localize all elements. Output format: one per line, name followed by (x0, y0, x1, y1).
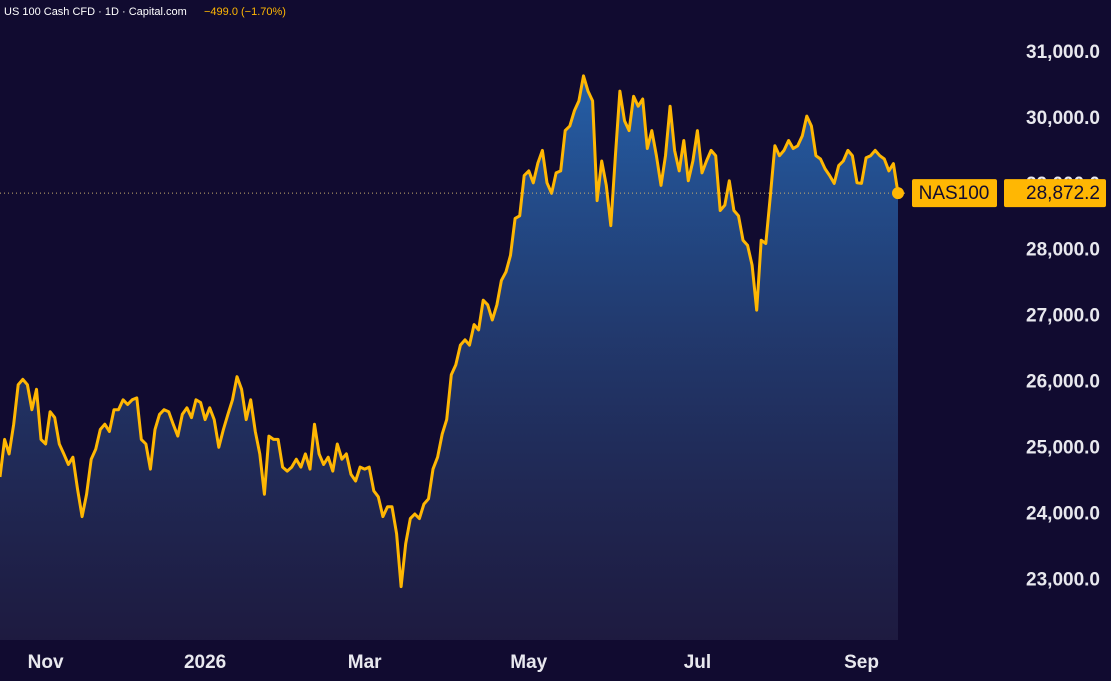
y-tick-label: 23,000.0 (1026, 570, 1100, 591)
chart-title: US 100 Cash CFD · 1D · Capital.com (4, 6, 187, 18)
price-label: 28,872.2 (1026, 183, 1100, 204)
series-name: NAS100 (919, 183, 990, 204)
x-tick-label: Sep (844, 652, 879, 673)
y-tick-label: 24,000.0 (1026, 504, 1100, 525)
x-tick-label: Mar (348, 652, 382, 673)
y-tick-label: 30,000.0 (1026, 108, 1100, 129)
x-tick-label: Jul (684, 652, 711, 673)
price-box (1004, 179, 1106, 208)
x-tick-label: May (510, 652, 547, 673)
y-tick-label: 31,000.0 (1026, 42, 1100, 63)
y-tick-label: 27,000.0 (1026, 306, 1100, 327)
last-point (892, 187, 904, 200)
y-tick-label: 25,000.0 (1026, 438, 1100, 459)
price-line (0, 74, 900, 589)
x-tick-label: Nov (28, 652, 64, 673)
x-tick-label: 2026 (184, 652, 226, 673)
name-box (912, 179, 997, 208)
area-fill (0, 75, 898, 640)
y-tick-label: 28,000.0 (1026, 240, 1100, 261)
y-tick-label: 26,000.0 (1026, 372, 1100, 393)
change: −499.0 (−1.70%) (204, 6, 286, 18)
